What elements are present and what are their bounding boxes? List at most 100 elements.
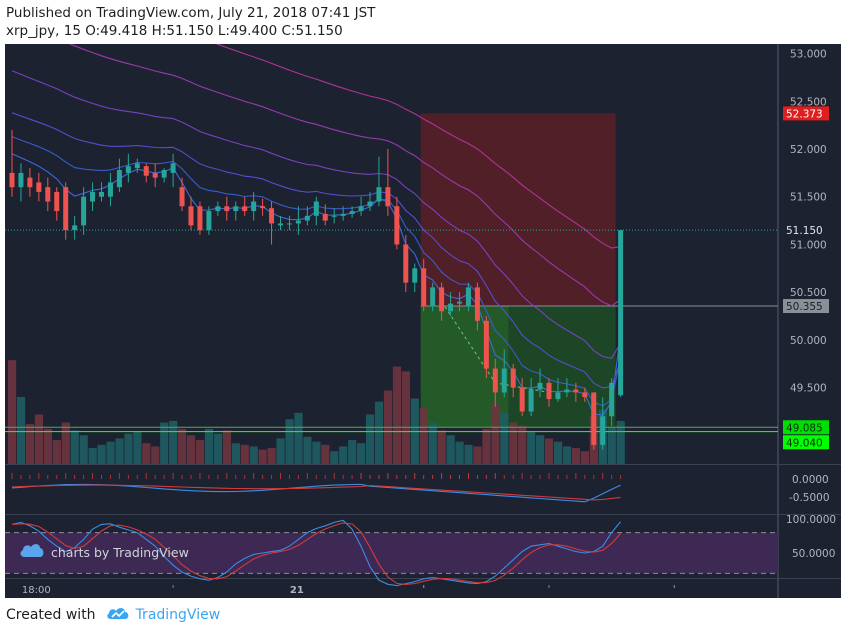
volume-bar xyxy=(518,425,527,464)
candle[interactable] xyxy=(331,215,337,217)
candle[interactable] xyxy=(9,172,15,188)
candle[interactable] xyxy=(537,382,543,390)
candle[interactable] xyxy=(36,182,42,192)
candle[interactable] xyxy=(161,170,167,178)
candle[interactable] xyxy=(260,206,266,209)
candle[interactable] xyxy=(304,215,310,221)
volume-bar xyxy=(482,428,491,464)
candle[interactable] xyxy=(421,268,427,307)
candle[interactable] xyxy=(206,211,212,231)
candle[interactable] xyxy=(152,172,158,178)
price-axis[interactable] xyxy=(778,44,841,598)
candle[interactable] xyxy=(81,196,87,226)
candle[interactable] xyxy=(528,389,534,412)
candle[interactable] xyxy=(116,170,122,188)
moving-average-line xyxy=(11,70,622,359)
candle[interactable] xyxy=(125,166,131,173)
candle[interactable] xyxy=(600,416,606,445)
volume-bar xyxy=(52,440,61,464)
candle[interactable] xyxy=(457,301,462,304)
candle[interactable] xyxy=(582,392,588,398)
volume-bar xyxy=(88,448,97,464)
candle[interactable] xyxy=(412,268,418,283)
volume-bar xyxy=(428,422,437,464)
candle[interactable] xyxy=(564,389,570,393)
volume-bar xyxy=(607,427,616,464)
volume-bar xyxy=(34,414,44,464)
volume-bar xyxy=(178,428,187,464)
candle[interactable] xyxy=(197,206,203,231)
candle[interactable] xyxy=(90,191,96,202)
candle[interactable] xyxy=(251,201,257,212)
volume-bar xyxy=(330,451,339,464)
price-tick-label: 52.500 xyxy=(790,96,827,108)
volume-bar xyxy=(491,403,500,464)
candle[interactable] xyxy=(215,206,221,212)
volume-bar xyxy=(25,424,35,464)
candle[interactable] xyxy=(72,225,78,231)
time-axis[interactable] xyxy=(5,579,778,598)
candle[interactable] xyxy=(295,220,301,224)
candle[interactable] xyxy=(555,392,561,400)
candle[interactable] xyxy=(394,206,400,245)
candle[interactable] xyxy=(107,182,113,197)
chart-svg[interactable]: 53.000 52.500 52.000 51.500 51.000 50.500 50.0… xyxy=(5,44,841,598)
candle[interactable] xyxy=(349,211,355,214)
candle[interactable] xyxy=(134,163,140,169)
candle[interactable] xyxy=(403,244,409,283)
candle[interactable] xyxy=(546,382,552,400)
candle[interactable] xyxy=(448,303,454,312)
candle[interactable] xyxy=(18,172,24,188)
candle[interactable] xyxy=(278,223,283,226)
candle[interactable] xyxy=(224,206,230,212)
candle[interactable] xyxy=(591,392,597,445)
candle[interactable] xyxy=(439,287,445,312)
volume-bar xyxy=(187,435,196,464)
tradingview-brand[interactable]: TradingView xyxy=(135,607,221,623)
oscillator-pane[interactable] xyxy=(5,465,778,514)
candle[interactable] xyxy=(492,368,498,393)
volume-bar xyxy=(357,443,366,464)
candle[interactable] xyxy=(618,230,624,396)
candle[interactable] xyxy=(233,206,239,212)
candle[interactable] xyxy=(367,201,373,207)
tradingview-cloud-icon xyxy=(20,544,44,557)
candle[interactable] xyxy=(510,368,516,388)
candle[interactable] xyxy=(358,206,364,212)
candle[interactable] xyxy=(63,187,69,231)
candle[interactable] xyxy=(143,166,149,176)
candle[interactable] xyxy=(99,191,104,197)
candle[interactable] xyxy=(322,213,328,221)
candle[interactable] xyxy=(170,163,176,173)
candle[interactable] xyxy=(483,320,489,369)
candle[interactable] xyxy=(376,187,382,202)
volume-bar xyxy=(222,430,231,464)
candle[interactable] xyxy=(313,201,319,216)
candle[interactable] xyxy=(519,387,525,412)
stochastic-tick-label: 50.0000 xyxy=(792,548,835,560)
candle[interactable] xyxy=(27,177,33,188)
candle[interactable] xyxy=(286,223,292,225)
candle[interactable] xyxy=(465,287,471,307)
volume-bar xyxy=(106,441,115,464)
candle[interactable] xyxy=(54,191,60,212)
candle[interactable] xyxy=(188,206,194,226)
volume-bar xyxy=(500,412,509,464)
candle[interactable] xyxy=(474,287,480,321)
candle[interactable] xyxy=(242,206,248,212)
candle[interactable] xyxy=(573,389,579,393)
candle[interactable] xyxy=(385,187,391,207)
candle[interactable] xyxy=(179,187,185,207)
volume-bar xyxy=(401,371,410,464)
candle[interactable] xyxy=(340,213,346,216)
candle[interactable] xyxy=(45,187,51,202)
stop-loss-zone[interactable] xyxy=(420,113,616,307)
volume-bar xyxy=(348,440,357,464)
candle[interactable] xyxy=(430,287,436,307)
chart-frame[interactable]: 53.000 52.500 52.000 51.500 51.000 50.500 50.0… xyxy=(5,44,841,598)
tradingview-logo-icon[interactable] xyxy=(106,606,130,624)
candle[interactable] xyxy=(609,382,615,417)
candle[interactable] xyxy=(501,368,507,393)
volume-bar xyxy=(70,430,79,464)
candle[interactable] xyxy=(269,208,275,224)
